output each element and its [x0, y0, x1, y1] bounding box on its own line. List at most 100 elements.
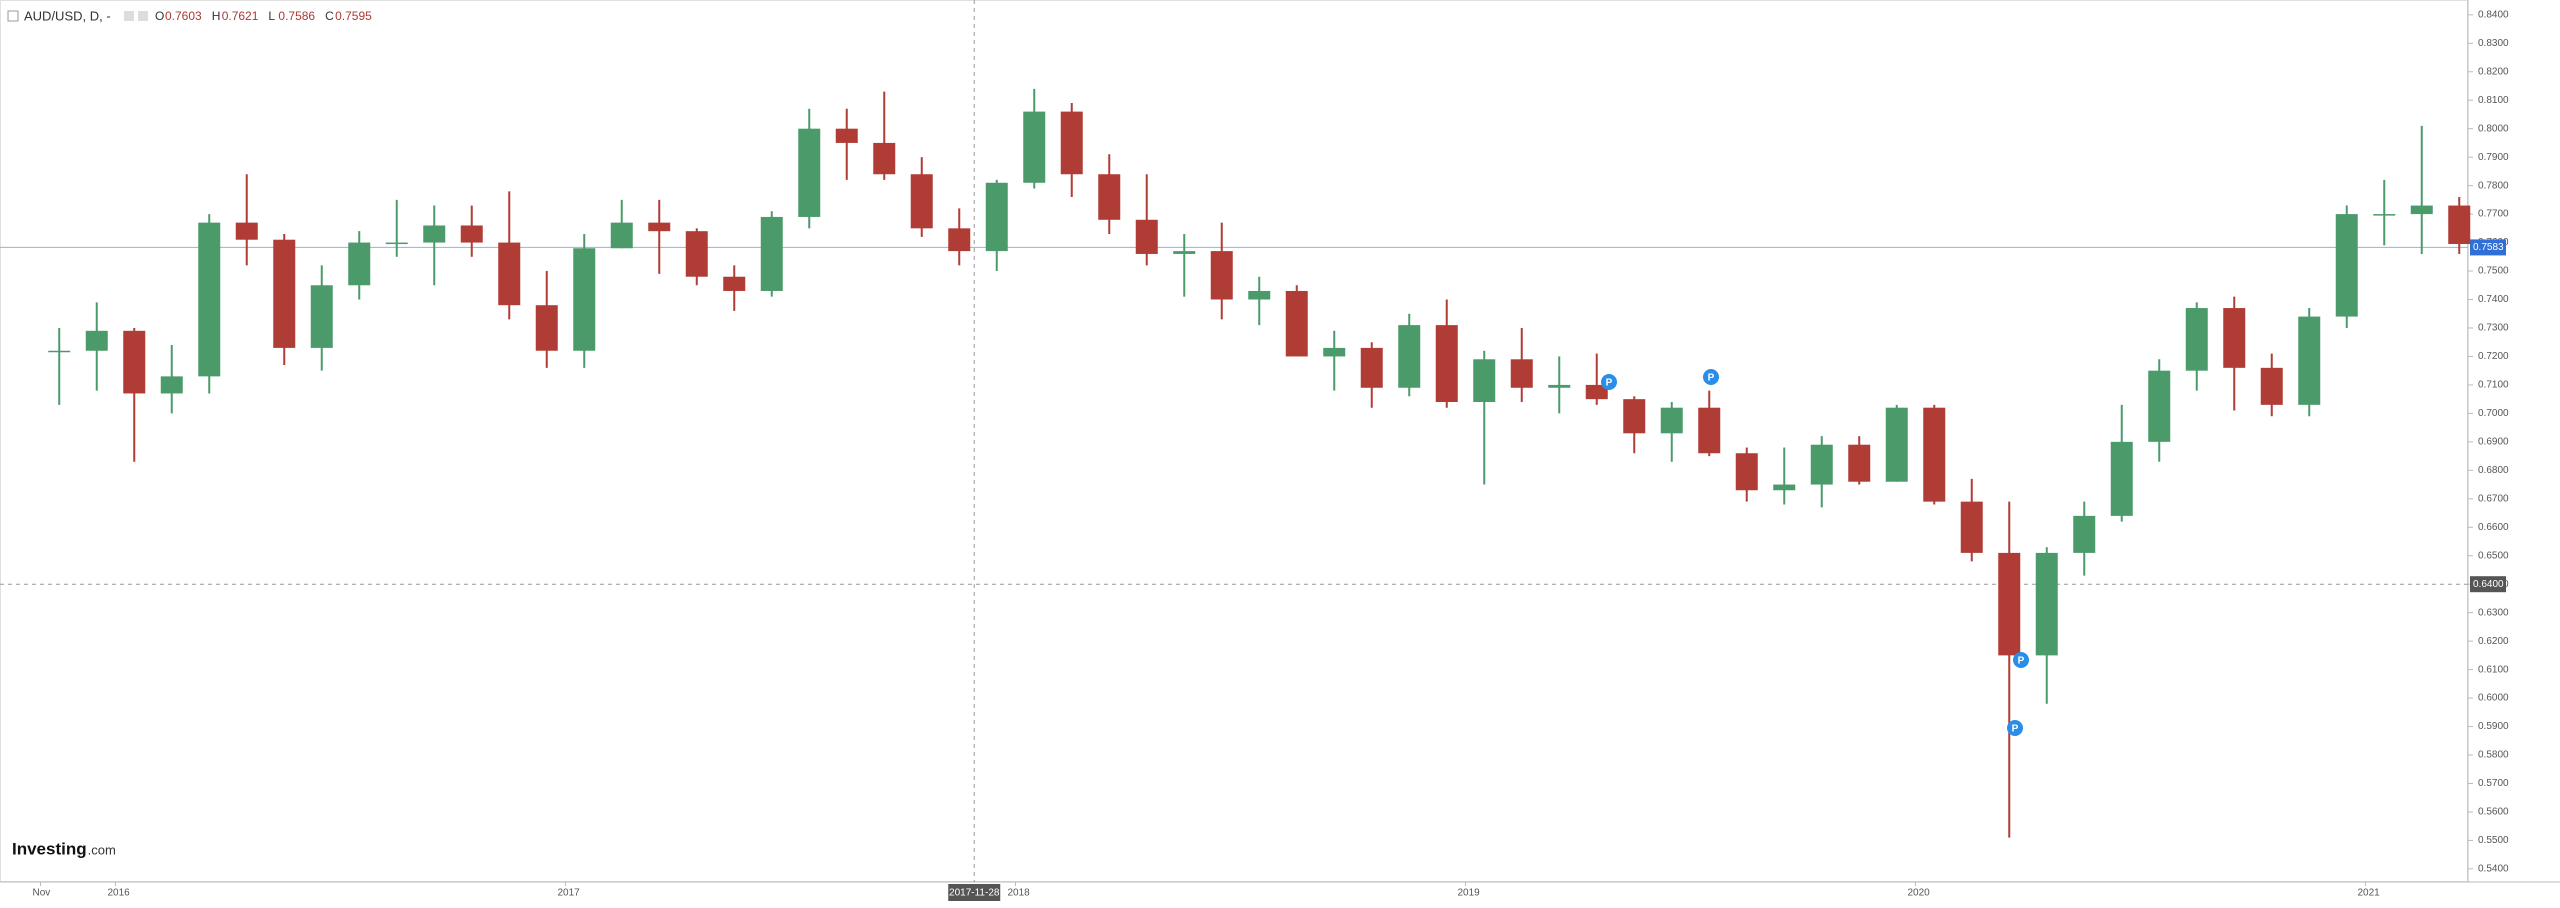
last-price-label: 0.7583: [2473, 242, 2504, 253]
candle-body: [873, 142, 896, 175]
candle-body: [48, 350, 71, 353]
event-marker[interactable]: [2007, 720, 2023, 736]
settings-icon[interactable]: [138, 11, 148, 21]
candle-body: [1510, 359, 1533, 388]
candle-body: [160, 376, 183, 394]
y-tick-label: 0.6900: [2478, 436, 2509, 447]
candle-body: [123, 330, 146, 394]
candle-body: [685, 231, 708, 277]
x-tick-label: 2020: [1908, 888, 1931, 899]
y-tick-label: 0.6300: [2478, 607, 2509, 618]
candle-body: [2110, 441, 2133, 516]
candle-body: [2373, 214, 2396, 216]
candle-body: [2035, 552, 2058, 656]
y-tick-label: 0.7800: [2478, 180, 2509, 191]
candle-body: [1323, 347, 1346, 357]
last-price-box: [2470, 239, 2506, 256]
crosshair-x-label: 2017-11-28: [949, 888, 1000, 899]
candle-body: [1735, 453, 1758, 491]
y-tick-label: 0.6100: [2478, 664, 2509, 675]
candle-body: [798, 128, 821, 217]
candle-body: [1660, 407, 1683, 434]
candle-body: [2073, 515, 2096, 553]
y-tick-label: 0.8200: [2478, 66, 2509, 77]
candle-body: [1473, 359, 1496, 402]
crosshair-y-label-box: [2470, 576, 2506, 593]
candle-body: [310, 285, 333, 348]
candle-body: [348, 242, 371, 286]
y-tick-label: 0.6800: [2478, 465, 2509, 476]
y-tick-label: 0.7700: [2478, 209, 2509, 220]
ohlc-label: O: [155, 9, 164, 23]
x-tick-label: 2019: [1458, 888, 1481, 899]
y-tick-label: 0.8300: [2478, 38, 2509, 49]
candle-body: [198, 222, 221, 377]
candle-body: [1585, 384, 1608, 400]
candle-body: [2260, 367, 2283, 405]
y-tick-label: 0.6500: [2478, 550, 2509, 561]
candle-body: [1698, 407, 1721, 454]
y-tick-label: 0.7900: [2478, 152, 2509, 163]
event-label: P: [2012, 724, 2019, 735]
candle-body: [648, 222, 671, 232]
candle-body: [760, 216, 783, 291]
event-label: P: [1708, 373, 1715, 384]
ohlc-value: 0.7621: [222, 9, 259, 23]
y-tick-label: 0.7200: [2478, 351, 2509, 362]
ohlc-value: 0.7595: [335, 9, 372, 23]
ohlc-label: H: [212, 9, 221, 23]
candle-body: [1248, 290, 1271, 300]
candle-body: [1173, 251, 1196, 254]
candle-body: [1435, 325, 1458, 402]
y-tick-label: 0.5700: [2478, 778, 2509, 789]
y-tick-label: 0.5500: [2478, 835, 2509, 846]
y-tick-label: 0.5600: [2478, 807, 2509, 818]
crosshair-y-label: 0.6400: [2473, 579, 2504, 590]
crosshair-x-label-box: [948, 884, 1001, 901]
candle-body: [385, 242, 408, 245]
candle-body: [835, 128, 858, 143]
candle-body: [1885, 407, 1908, 482]
candle-body: [1623, 399, 1646, 434]
candle-body: [985, 182, 1008, 252]
candle-body: [423, 225, 446, 243]
candle-body: [1773, 484, 1796, 491]
event-marker[interactable]: [1703, 369, 1719, 385]
event-marker[interactable]: [2013, 652, 2029, 668]
candle-body: [573, 248, 596, 351]
y-tick-label: 0.7300: [2478, 323, 2509, 334]
candle-body: [2410, 205, 2433, 215]
y-tick-label: 0.6200: [2478, 636, 2509, 647]
candle-body: [2148, 370, 2171, 442]
candle-body: [460, 225, 483, 243]
candle-body: [723, 276, 746, 291]
y-tick-label: 0.5900: [2478, 721, 2509, 732]
candle-body: [235, 222, 258, 240]
candle-body: [1285, 290, 1308, 357]
candle-body: [1398, 325, 1421, 388]
candle-body: [498, 242, 521, 306]
settings-icon[interactable]: [124, 11, 134, 21]
y-tick-label: 0.6600: [2478, 522, 2509, 533]
candle-body: [1098, 174, 1121, 220]
event-marker[interactable]: [1601, 374, 1617, 390]
y-tick-label: 0.8100: [2478, 95, 2509, 106]
candle-body: [2223, 308, 2246, 368]
candle-body: [85, 330, 108, 351]
y-tick-label: 0.5800: [2478, 750, 2509, 761]
candle-body: [273, 239, 296, 348]
candle-body: [2448, 205, 2471, 244]
candle-body: [2335, 214, 2358, 317]
collapse-icon[interactable]: [7, 10, 19, 22]
event-label: P: [1606, 378, 1613, 389]
y-tick-label: 0.5400: [2478, 864, 2509, 875]
candle-body: [535, 305, 558, 351]
ohlc-value: 0.7603: [165, 9, 202, 23]
symbol: AUD/USD, D, -: [24, 8, 111, 23]
x-tick-label: 2018: [1008, 888, 1031, 899]
x-tick-label: 2017: [558, 888, 581, 899]
ohlc-value: 0.7586: [278, 9, 315, 23]
x-tick-label: Nov: [33, 888, 51, 899]
